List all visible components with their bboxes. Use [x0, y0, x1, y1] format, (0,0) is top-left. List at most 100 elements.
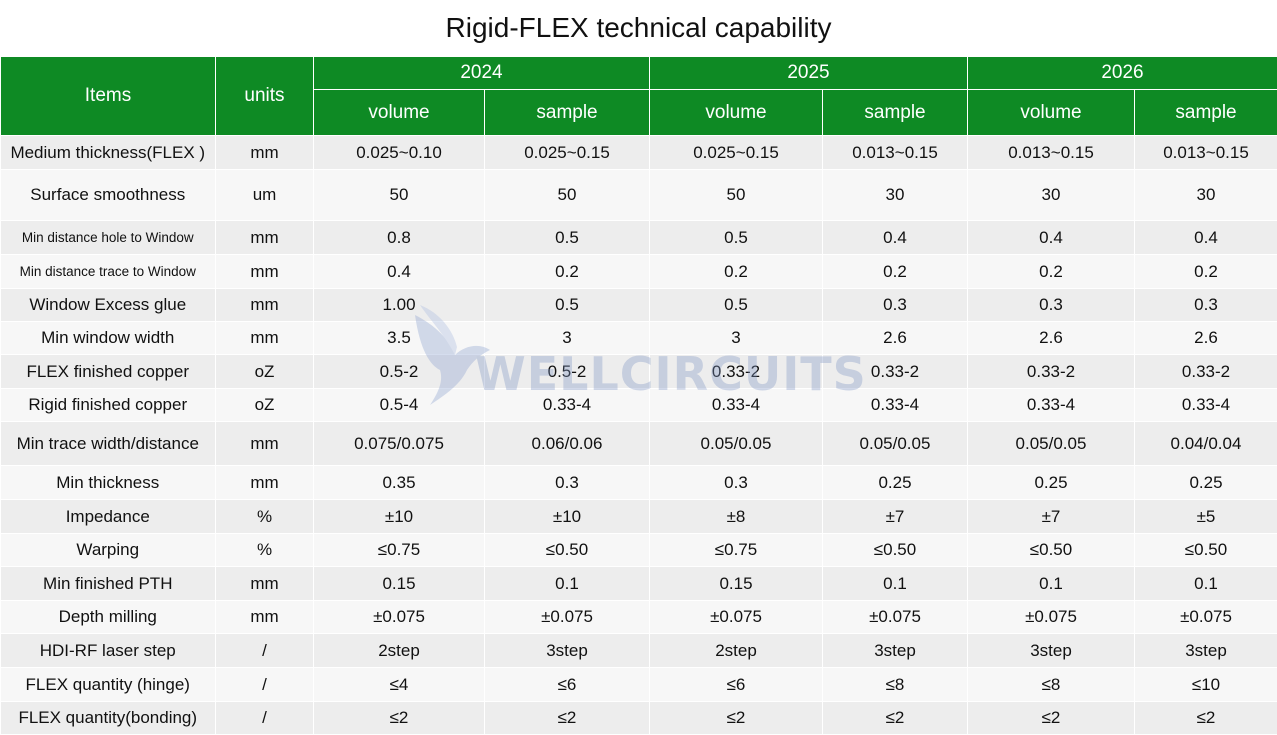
value-cell: 0.013~0.15: [1135, 136, 1277, 170]
value-cell: 0.3: [968, 289, 1135, 322]
value-cell: 0.2: [1135, 255, 1277, 289]
value-cell: 0.4: [314, 255, 485, 289]
value-cell: ±7: [823, 500, 968, 534]
unit-cell: mm: [216, 136, 314, 170]
value-cell: 0.3: [485, 466, 650, 500]
item-cell: Min thickness: [1, 466, 216, 500]
value-cell: 50: [650, 170, 823, 221]
value-cell: 0.025~0.10: [314, 136, 485, 170]
value-cell: ≤2: [968, 702, 1135, 735]
capability-table: Items units 2024 2025 2026 volume sample…: [0, 56, 1277, 735]
table-row: Warping%≤0.75≤0.50≤0.75≤0.50≤0.50≤0.50: [1, 534, 1277, 567]
value-cell: 50: [314, 170, 485, 221]
value-cell: 50: [485, 170, 650, 221]
item-cell: Medium thickness(FLEX ): [1, 136, 216, 170]
value-cell: ±5: [1135, 500, 1277, 534]
unit-cell: /: [216, 668, 314, 702]
table-row: FLEX quantity(bonding)/≤2≤2≤2≤2≤2≤2: [1, 702, 1277, 735]
unit-cell: oZ: [216, 355, 314, 389]
item-cell: HDI-RF laser step: [1, 634, 216, 668]
value-cell: 0.013~0.15: [823, 136, 968, 170]
unit-cell: mm: [216, 601, 314, 634]
item-cell: Warping: [1, 534, 216, 567]
units-header: units: [216, 57, 314, 136]
value-cell: 0.1: [1135, 567, 1277, 601]
value-cell: ±0.075: [968, 601, 1135, 634]
unit-cell: mm: [216, 322, 314, 355]
value-cell: ±0.075: [1135, 601, 1277, 634]
value-cell: 0.5: [485, 289, 650, 322]
unit-cell: mm: [216, 255, 314, 289]
value-cell: 3step: [485, 634, 650, 668]
value-cell: 3.5: [314, 322, 485, 355]
value-cell: 0.075/0.075: [314, 422, 485, 466]
value-cell: 0.5: [485, 221, 650, 255]
value-cell: ≤0.50: [485, 534, 650, 567]
item-cell: Impedance: [1, 500, 216, 534]
value-cell: 0.33-2: [823, 355, 968, 389]
value-cell: 0.5-2: [314, 355, 485, 389]
sample-header: sample: [485, 90, 650, 136]
value-cell: ≤2: [1135, 702, 1277, 735]
value-cell: 0.33-2: [650, 355, 823, 389]
value-cell: 0.33-4: [968, 389, 1135, 422]
value-cell: 0.4: [823, 221, 968, 255]
value-cell: 0.2: [485, 255, 650, 289]
value-cell: ±0.075: [314, 601, 485, 634]
value-cell: 0.04/0.04: [1135, 422, 1277, 466]
item-cell: Min distance trace to Window: [1, 255, 216, 289]
value-cell: 0.013~0.15: [968, 136, 1135, 170]
value-cell: 0.1: [485, 567, 650, 601]
table-row: FLEX quantity (hinge)/≤4≤6≤6≤8≤8≤10: [1, 668, 1277, 702]
value-cell: ≤6: [650, 668, 823, 702]
value-cell: 0.15: [650, 567, 823, 601]
value-cell: 0.5-4: [314, 389, 485, 422]
value-cell: 0.3: [650, 466, 823, 500]
value-cell: 0.5: [650, 221, 823, 255]
value-cell: ≤6: [485, 668, 650, 702]
value-cell: ≤0.75: [314, 534, 485, 567]
value-cell: ±0.075: [485, 601, 650, 634]
volume-header: volume: [650, 90, 823, 136]
value-cell: ≤8: [823, 668, 968, 702]
value-cell: 0.33-2: [968, 355, 1135, 389]
value-cell: 2step: [650, 634, 823, 668]
value-cell: 0.05/0.05: [968, 422, 1135, 466]
unit-cell: mm: [216, 422, 314, 466]
value-cell: 0.3: [1135, 289, 1277, 322]
value-cell: 0.25: [968, 466, 1135, 500]
unit-cell: mm: [216, 466, 314, 500]
year-header: 2026: [968, 57, 1277, 90]
unit-cell: %: [216, 534, 314, 567]
year-header: 2024: [314, 57, 650, 90]
table-row: Impedance%±10±10±8±7±7±5: [1, 500, 1277, 534]
value-cell: ±7: [968, 500, 1135, 534]
item-cell: Depth milling: [1, 601, 216, 634]
item-cell: Window Excess glue: [1, 289, 216, 322]
value-cell: ≤2: [314, 702, 485, 735]
value-cell: 0.33-4: [485, 389, 650, 422]
value-cell: ±10: [314, 500, 485, 534]
value-cell: 0.1: [968, 567, 1135, 601]
value-cell: 0.5-2: [485, 355, 650, 389]
value-cell: 0.4: [968, 221, 1135, 255]
value-cell: ≤4: [314, 668, 485, 702]
value-cell: 3step: [1135, 634, 1277, 668]
page-title: Rigid-FLEX technical capability: [0, 0, 1277, 56]
value-cell: ±0.075: [823, 601, 968, 634]
value-cell: 0.33-4: [823, 389, 968, 422]
item-cell: Rigid finished copper: [1, 389, 216, 422]
value-cell: 30: [1135, 170, 1277, 221]
unit-cell: /: [216, 702, 314, 735]
volume-header: volume: [968, 90, 1135, 136]
value-cell: ≤2: [650, 702, 823, 735]
value-cell: 0.5: [650, 289, 823, 322]
unit-cell: mm: [216, 221, 314, 255]
value-cell: 30: [968, 170, 1135, 221]
